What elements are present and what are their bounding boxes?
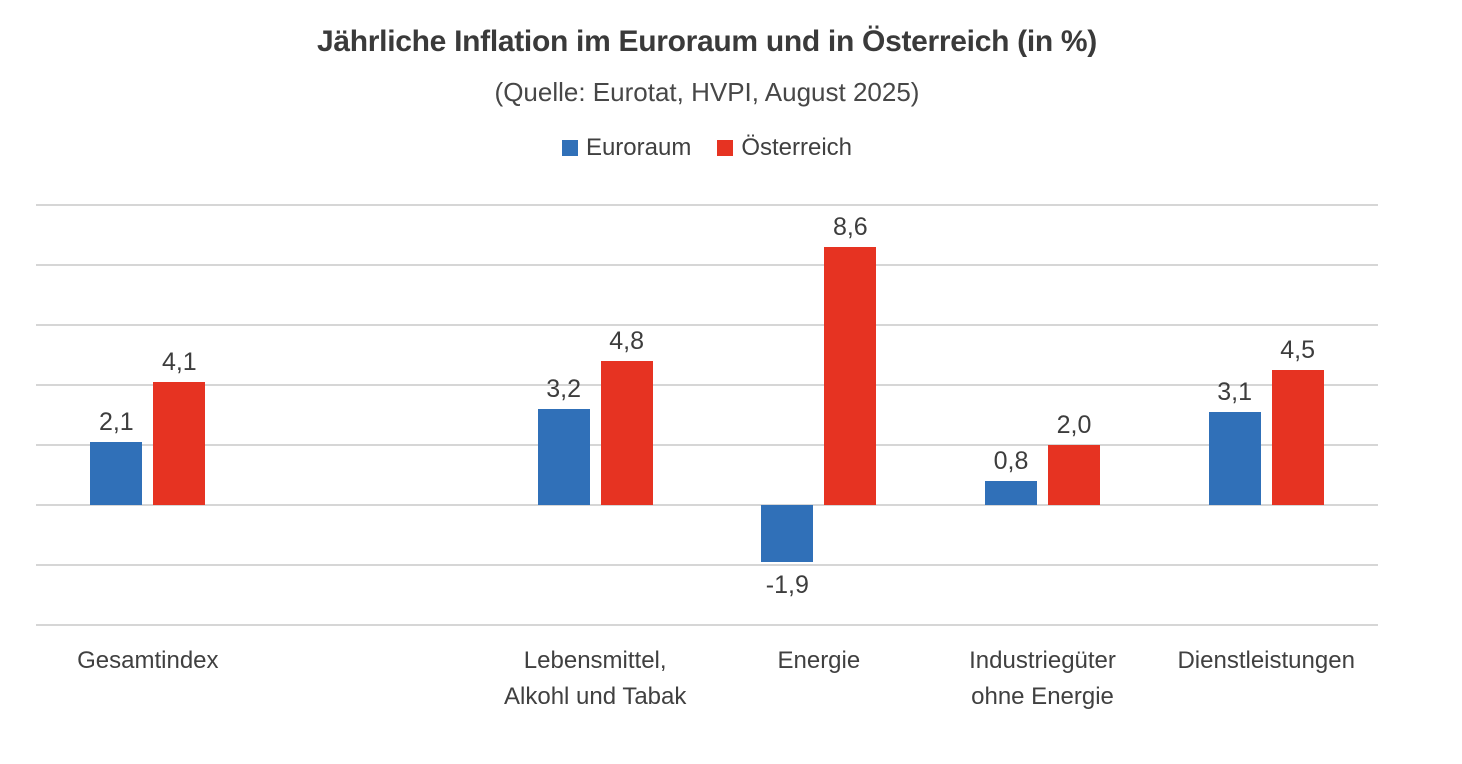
bar-sterreich: [1048, 445, 1100, 505]
bar-value-label: 3,2: [546, 375, 582, 403]
x-axis-label: Energie: [777, 647, 861, 674]
x-axis-label: Industriegüter ohne Energie: [969, 647, 1116, 710]
bar-sterreich: [153, 382, 206, 505]
plot-area: 2,1 4,1 3,2 4,8 -1,9 8,6 0,8 2,0 3,1 4,5: [36, 204, 1378, 626]
bar-value-label: 2,1: [98, 408, 134, 436]
chart-header: Jährliche Inflation im Euroraum und in Ö…: [0, 24, 1414, 107]
chart-subtitle: (Quelle: Eurotat, HVPI, August 2025): [494, 77, 920, 107]
gridline: [36, 324, 1378, 326]
gridline: [36, 204, 1378, 206]
bar-value-label: 4,8: [609, 327, 645, 355]
chart-title: Jährliche Inflation im Euroraum und in Ö…: [317, 25, 1097, 58]
legend-item-euroraum: Euroraum: [561, 134, 692, 162]
gridline: [36, 504, 1378, 506]
bar-value-label: 2,0: [1056, 411, 1092, 439]
bar-value-label: 3,1: [1217, 378, 1253, 406]
bar-euroraum: [985, 481, 1037, 505]
x-axis-label: Gesamtindex: [77, 647, 219, 674]
legend-label: Euroraum: [585, 134, 692, 161]
bar-sterreich: [824, 247, 877, 505]
gridline: [36, 564, 1378, 566]
bar-euroraum: [90, 442, 143, 505]
bar-euroraum: [537, 409, 590, 505]
gridline: [36, 384, 1378, 386]
bar-value-label: 8,6: [832, 213, 868, 241]
bar-value-label: -1,9: [765, 571, 809, 599]
legend: Euroraum Österreich: [0, 134, 1414, 162]
legend-label: Österreich: [741, 134, 853, 161]
x-axis-label: Dienstleistungen: [1177, 647, 1355, 674]
bar-euroraum: [761, 505, 814, 562]
bar-sterreich: [1271, 370, 1324, 505]
legend-item-sterreich: Österreich: [717, 134, 852, 162]
bar-value-label: 4,5: [1280, 336, 1316, 364]
x-axis-label: Lebensmittel, Alkohl und Tabak: [504, 647, 687, 710]
x-axis: Gesamtindex Lebensmittel, Alkohl und Taba…: [36, 643, 1378, 715]
bar-value-label: 0,8: [993, 447, 1029, 475]
legend-swatch-icon: [717, 140, 734, 156]
bar-value-label: 4,1: [161, 348, 197, 376]
gridline: [36, 624, 1378, 626]
gridline: [36, 264, 1378, 266]
gridline: [36, 444, 1378, 446]
bar-euroraum: [1208, 412, 1261, 505]
legend-swatch-icon: [561, 140, 578, 156]
x-axis-label: [260, 643, 484, 715]
bar-sterreich: [600, 361, 653, 505]
